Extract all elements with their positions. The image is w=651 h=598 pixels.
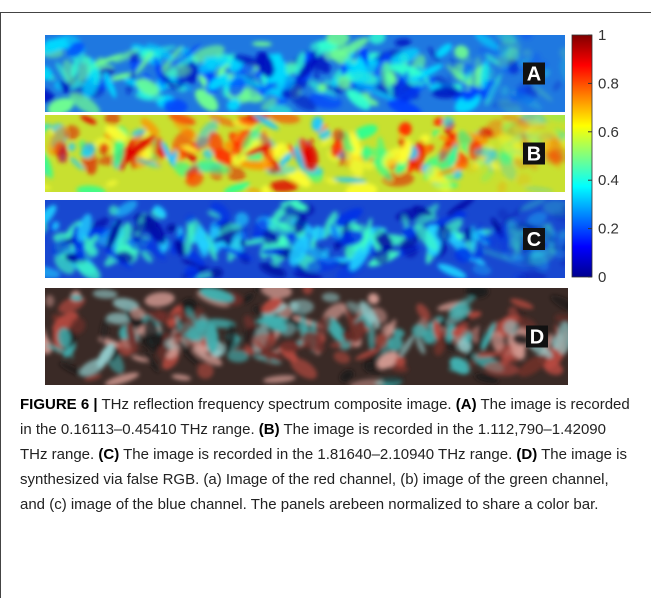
colorbar-tick-label: 0.8 [598, 75, 619, 92]
blob [583, 331, 598, 359]
caption-bold: FIGURE 6 | [20, 396, 98, 413]
blob [564, 296, 594, 324]
blob [35, 347, 46, 360]
blob [569, 332, 583, 351]
colorbar-tick-label: 1 [598, 27, 606, 44]
caption-text: THz reflection frequency spectrum compos… [98, 396, 456, 413]
caption-bold: (A) [456, 396, 477, 413]
panel-label: A [527, 64, 541, 86]
image-panel [7, 109, 590, 199]
colorbar-tick-label: 0.6 [598, 124, 619, 141]
image-panel [20, 282, 598, 390]
panel-label: B [527, 144, 541, 166]
colorbar [572, 35, 592, 277]
page: A B C D 0 0.2 0.4 0.6 0.8 1 FIGURE 6 | THz reflec… [0, 0, 651, 598]
figure: A B C D 0 0.2 0.4 0.6 0.8 1 [0, 0, 651, 390]
caption-bold: (C) [98, 446, 119, 463]
blob [7, 157, 15, 167]
image-panel [13, 29, 587, 121]
blob [30, 66, 43, 81]
image-panel [30, 195, 595, 285]
colorbar-tick-label: 0 [598, 269, 606, 286]
colorbar-tick-label: 0.2 [598, 221, 619, 238]
caption-bold: (D) [516, 446, 537, 463]
colorbar-tick-label: 0.4 [598, 172, 619, 189]
blob [37, 231, 44, 247]
blob [13, 44, 29, 60]
blob [20, 307, 42, 326]
blob [15, 42, 42, 74]
caption: FIGURE 6 | THz reflection frequency spec… [20, 392, 632, 517]
caption-bold: (B) [259, 421, 280, 438]
blob [34, 224, 41, 246]
panel-label: D [530, 327, 544, 349]
panel-label: C [527, 229, 541, 251]
blob [21, 47, 42, 74]
caption-text: The image is recorded in the 1.81640–2.1… [119, 446, 516, 463]
blob [571, 321, 581, 341]
blob [477, 325, 482, 348]
